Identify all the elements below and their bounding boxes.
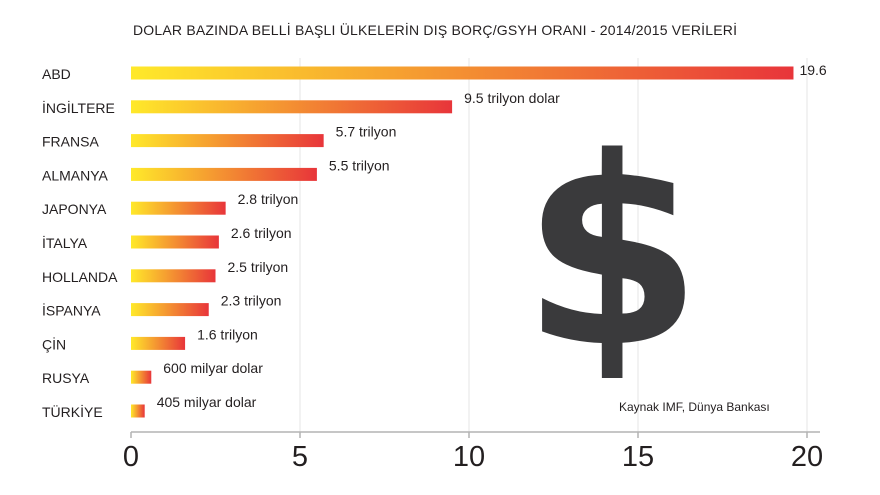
category-label: İSPANYA	[42, 302, 101, 319]
category-label: HOLLANDA	[42, 269, 118, 285]
bar	[131, 269, 216, 283]
bar	[131, 134, 324, 148]
data-label: 2.5 trilyon	[228, 259, 289, 275]
gridlines	[299, 58, 808, 432]
bar	[131, 404, 145, 418]
svg-text:$: $	[522, 118, 703, 378]
x-tick-label: 15	[622, 441, 654, 473]
data-label: 9.5 trilyon dolar	[464, 90, 560, 106]
bar	[131, 370, 152, 384]
data-label: 1.6 trilyon	[197, 326, 258, 342]
data-label: 19.6	[799, 62, 826, 78]
bar	[131, 167, 317, 181]
data-label: 405 milyar dolar	[157, 394, 257, 410]
x-tick-label: 0	[123, 441, 139, 473]
data-label: 5.7 trilyon	[336, 124, 397, 140]
data-label: 2.8 trilyon	[238, 191, 299, 207]
x-tick-label: 5	[292, 441, 308, 473]
bar	[131, 235, 219, 249]
data-label: 600 milyar dolar	[163, 360, 263, 376]
data-label: 5.5 trilyon	[329, 157, 390, 173]
category-label: ABD	[42, 66, 71, 82]
category-label: FRANSA	[42, 134, 99, 150]
x-tick-label: 10	[453, 441, 485, 473]
labels: ABD 19.6 İNGİLTERE 9.5 trilyon dolar FRANSA 5…	[42, 62, 827, 420]
bar	[131, 66, 794, 80]
bar	[131, 201, 226, 215]
category-label: RUSYA	[42, 370, 90, 386]
dollar-sign-icon: $	[522, 118, 703, 378]
data-label: 2.3 trilyon	[221, 293, 282, 309]
source-note: Kaynak IMF, Dünya Bankası	[619, 400, 770, 414]
bar	[131, 336, 186, 350]
x-axis: 0 5 10 15 20	[123, 431, 823, 473]
x-tick-label: 20	[791, 441, 823, 473]
category-label: TÜRKİYE	[42, 403, 103, 420]
data-label: 2.6 trilyon	[231, 225, 292, 241]
category-label: ÇİN	[42, 335, 66, 352]
bar	[131, 100, 453, 114]
category-label: İNGİLTERE	[42, 99, 115, 116]
bar	[131, 303, 209, 317]
chart-title: DOLAR BAZINDA BELLİ BAŞLI ÜLKELERİN DIŞ …	[133, 22, 738, 38]
category-label: ALMANYA	[42, 167, 109, 183]
category-label: JAPONYA	[42, 201, 107, 217]
bars	[131, 66, 794, 418]
category-label: İTALYA	[42, 234, 88, 251]
